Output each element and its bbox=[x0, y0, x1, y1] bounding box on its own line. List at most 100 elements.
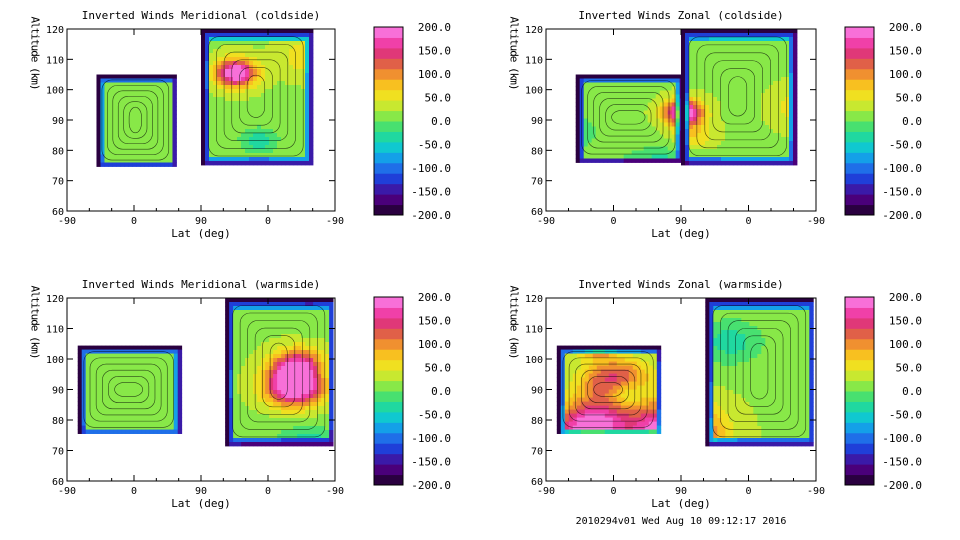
contour-cell bbox=[301, 298, 306, 303]
contour-cell bbox=[273, 410, 278, 415]
colorbar-swatch bbox=[374, 401, 403, 413]
contour-cell bbox=[125, 381, 131, 386]
contour-cell bbox=[628, 353, 634, 358]
contour-cell bbox=[309, 101, 314, 106]
contour-cell bbox=[777, 61, 782, 66]
contour-cell bbox=[113, 421, 119, 426]
contour-cell bbox=[93, 345, 99, 350]
contour-cell bbox=[329, 334, 334, 339]
contour-cell bbox=[129, 413, 135, 418]
contour-cell bbox=[225, 49, 230, 54]
contour-cell bbox=[321, 298, 326, 303]
contour-cell bbox=[241, 93, 246, 98]
contour-cell bbox=[125, 397, 131, 402]
contour-cell bbox=[285, 306, 290, 311]
contour-cell bbox=[233, 65, 238, 70]
colorbar-swatch bbox=[374, 121, 403, 132]
contour-cell bbox=[285, 342, 290, 347]
contour-cell bbox=[325, 418, 330, 423]
contour-cell bbox=[261, 137, 266, 142]
contour-cell bbox=[229, 149, 234, 154]
contour-cell bbox=[627, 138, 633, 143]
contour-cell bbox=[209, 41, 214, 46]
contour-cell bbox=[639, 126, 645, 131]
contour-cell bbox=[85, 369, 91, 374]
contour-cell bbox=[140, 82, 145, 87]
contour-cell bbox=[100, 106, 105, 111]
contour-cell bbox=[587, 122, 593, 127]
contour-cell bbox=[120, 150, 125, 155]
contour-cell bbox=[725, 137, 730, 142]
contour-cell bbox=[285, 390, 290, 395]
contour-cell bbox=[225, 414, 230, 419]
contour-cell bbox=[297, 133, 302, 138]
contour-cell bbox=[685, 121, 690, 126]
contour-cell bbox=[301, 306, 306, 311]
contour-cell bbox=[261, 430, 266, 435]
y-tick-label: 70 bbox=[52, 177, 64, 188]
contour-cell bbox=[120, 114, 125, 119]
contour-cell bbox=[132, 78, 137, 83]
contour-cell bbox=[611, 154, 617, 159]
contour-cell bbox=[285, 406, 290, 411]
contour-cell bbox=[108, 86, 113, 91]
contour-cell bbox=[273, 133, 278, 138]
contour-cell bbox=[745, 153, 750, 158]
contour-cell bbox=[737, 97, 742, 102]
contour-line bbox=[123, 101, 148, 139]
contour-cell bbox=[253, 89, 258, 94]
contour-cell bbox=[741, 101, 746, 106]
contour-cell bbox=[213, 45, 218, 50]
contour-cell bbox=[249, 334, 254, 339]
contour-cell bbox=[281, 45, 286, 50]
contour-cell bbox=[116, 138, 121, 143]
contour-cell bbox=[693, 109, 698, 114]
contour-cell bbox=[305, 141, 310, 146]
contour-cell bbox=[281, 149, 286, 154]
contour-cell bbox=[233, 330, 238, 335]
contour-cell bbox=[667, 126, 673, 131]
contour-cell bbox=[293, 370, 298, 375]
contour-cell bbox=[117, 397, 123, 402]
contour-cell bbox=[757, 73, 762, 78]
contour-cell bbox=[221, 105, 226, 110]
contour-cell bbox=[265, 53, 270, 58]
contour-cell bbox=[591, 90, 597, 95]
contour-cell bbox=[297, 414, 302, 419]
contour-cell bbox=[173, 401, 179, 406]
contour-cell bbox=[297, 358, 302, 363]
contour-cell bbox=[701, 153, 706, 158]
contour-cell bbox=[681, 125, 686, 130]
contour-cell bbox=[592, 353, 598, 358]
contour-cell bbox=[313, 314, 318, 319]
contour-cell bbox=[721, 125, 726, 130]
contour-cell bbox=[717, 149, 722, 154]
contour-cell bbox=[85, 357, 91, 362]
contour-cell bbox=[229, 117, 234, 122]
colorbar-swatch bbox=[374, 443, 403, 455]
contour-cell bbox=[289, 346, 294, 351]
contour-cell bbox=[596, 365, 602, 370]
contour-cell bbox=[639, 130, 645, 135]
contour-cell bbox=[229, 65, 234, 70]
contour-cell bbox=[793, 33, 798, 38]
contour-cell bbox=[785, 101, 790, 106]
contour-cell bbox=[112, 130, 117, 135]
contour-cell bbox=[141, 401, 147, 406]
contour-cell bbox=[241, 129, 246, 134]
contour-cell bbox=[619, 98, 625, 103]
contour-cell bbox=[309, 382, 314, 387]
contour-cell bbox=[229, 57, 234, 62]
contour-cell bbox=[733, 61, 738, 66]
contour-cell bbox=[261, 406, 266, 411]
contour-cell bbox=[753, 53, 758, 58]
contour-cell bbox=[157, 381, 163, 386]
contour-cell bbox=[221, 41, 226, 46]
contour-cell bbox=[273, 89, 278, 94]
contour-cell bbox=[623, 130, 629, 135]
contour-cell bbox=[241, 137, 246, 142]
contour-cell bbox=[237, 438, 242, 443]
contour-cell bbox=[172, 138, 177, 143]
contour-cell bbox=[261, 101, 266, 106]
contour-cell bbox=[741, 85, 746, 90]
